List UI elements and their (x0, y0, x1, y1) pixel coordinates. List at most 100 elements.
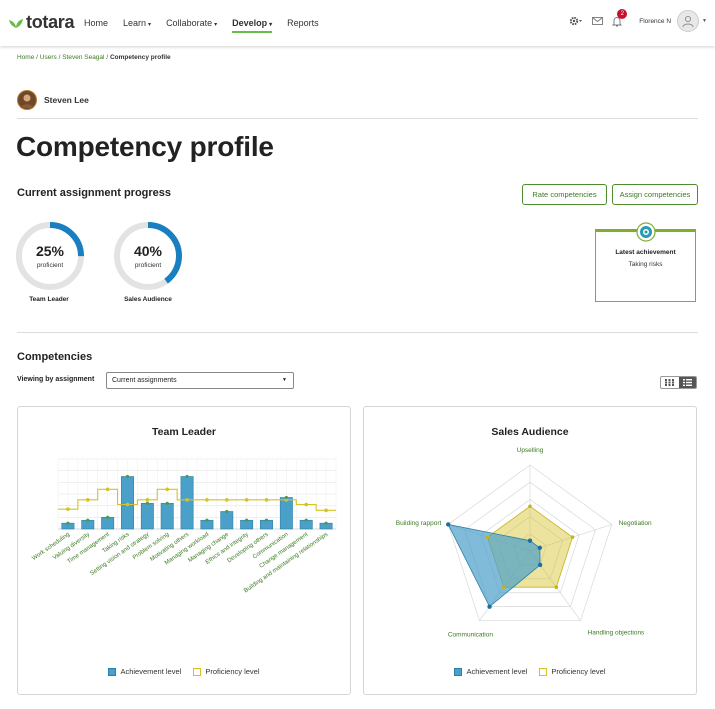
proficiency-point[interactable] (284, 498, 289, 502)
proficiency-point[interactable] (244, 498, 249, 502)
breadcrumb-users[interactable]: Users (39, 54, 57, 61)
assignment-select[interactable]: Current assignments ▼ (106, 372, 294, 389)
breadcrumb-user[interactable]: Steven Seagal (62, 54, 105, 61)
proficiency-point[interactable] (125, 502, 130, 507)
divider (17, 332, 698, 333)
bar[interactable] (180, 476, 194, 530)
achievement-point[interactable] (537, 545, 543, 551)
chart-legend: Achievement level Proficiency level (18, 667, 350, 676)
nav-item-home[interactable]: Home (84, 18, 109, 28)
achievement-point[interactable] (145, 501, 149, 505)
proficiency-point[interactable] (205, 498, 209, 502)
axis-label: Negotiation (619, 520, 652, 527)
radar-grid (464, 481, 596, 608)
nav-item-learn[interactable]: Learn ▾ (123, 18, 152, 28)
legend-proficiency[interactable]: Proficiency level (193, 667, 260, 676)
envelope-icon[interactable] (592, 17, 604, 25)
chart-legend: Achievement level Proficiency level (364, 667, 696, 676)
achievement-point[interactable] (205, 518, 209, 522)
achievement-point[interactable] (446, 522, 451, 527)
proficiency-point[interactable] (264, 498, 269, 502)
proficiency-point[interactable] (66, 507, 70, 511)
ring-sub: proficient (134, 262, 162, 269)
progress-ring-sales-audience[interactable]: 40% proficient (113, 221, 183, 291)
achievement-point[interactable] (185, 474, 189, 479)
list-icon (682, 379, 692, 386)
totara-logo[interactable]: totara (8, 12, 75, 33)
proficiency-point[interactable] (304, 502, 309, 507)
proficiency-point[interactable] (528, 504, 532, 509)
list-view-button[interactable] (678, 377, 696, 388)
proficiency-point[interactable] (554, 585, 559, 589)
nav-item-reports[interactable]: Reports (287, 18, 319, 28)
proficiency-point[interactable] (224, 498, 229, 502)
achievement-point[interactable] (264, 518, 269, 522)
legend-proficiency[interactable]: Proficiency level (539, 667, 606, 676)
user-icon (682, 15, 694, 28)
achievement-point[interactable] (527, 538, 533, 543)
page-title: Competency profile (16, 131, 274, 162)
achievement-point[interactable] (324, 521, 328, 525)
achievement-point[interactable] (245, 518, 249, 522)
proficiency-point[interactable] (185, 498, 189, 502)
breadcrumb-current: Competency profile (109, 54, 171, 61)
achievement-point[interactable] (304, 518, 308, 522)
ring-label-team-leader: Team Leader (29, 296, 69, 303)
proficiency-point[interactable] (85, 498, 90, 502)
achievement-point[interactable] (125, 474, 130, 479)
proficiency-point[interactable] (485, 535, 490, 539)
rate-competencies-button[interactable]: Rate competencies (522, 184, 607, 205)
bell-icon[interactable]: 2 (612, 8, 628, 27)
user-avatar[interactable] (17, 90, 37, 110)
nav-item-collaborate[interactable]: Collaborate ▾ (166, 18, 218, 28)
divider (17, 118, 698, 119)
achievement-point[interactable] (537, 562, 543, 568)
ring-label-sales-audience: Sales Audience (124, 296, 172, 303)
proficiency-point[interactable] (501, 585, 506, 589)
chevron-down-icon: ▾ (214, 22, 218, 28)
legend-achievement[interactable]: Achievement level (454, 667, 527, 676)
grid-view-button[interactable] (661, 377, 679, 388)
ring-sub: proficient (36, 262, 64, 269)
breadcrumb-home[interactable]: Home (17, 54, 35, 61)
chevron-down-icon: ▼ (282, 377, 287, 383)
bar[interactable] (160, 503, 174, 530)
gear-icon[interactable] (569, 16, 583, 26)
achievement-point[interactable] (106, 515, 110, 519)
achievement-point[interactable] (66, 521, 70, 525)
achievement-point[interactable] (165, 501, 169, 505)
achievement-point[interactable] (225, 509, 229, 514)
viewing-label: Viewing by assignment (17, 376, 95, 383)
ring-progress (114, 222, 182, 290)
main-menu: Home Learn ▾ Collaborate ▾ Develop ▾ Reports (84, 0, 334, 46)
team-leader-chart-card: Team Leader Work scheduling Valuing diver… (17, 406, 351, 695)
achievement-point[interactable] (487, 604, 492, 609)
bar[interactable] (101, 517, 115, 530)
axis-label: Building rapport (396, 520, 442, 527)
achievement-point[interactable] (284, 495, 288, 500)
proficiency-point[interactable] (145, 498, 150, 502)
logo-text: totara (26, 12, 75, 32)
legend-achievement[interactable]: Achievement level (108, 667, 181, 676)
bar[interactable] (140, 503, 154, 530)
leaf-icon (9, 18, 23, 28)
bar[interactable] (279, 497, 293, 530)
proficiency-point[interactable] (165, 487, 170, 492)
proficiency-point[interactable] (324, 508, 328, 513)
chevron-down-icon[interactable]: ▼ (702, 18, 707, 24)
progress-heading: Current assignment progress (17, 187, 172, 199)
ring-percent: 25% (35, 243, 65, 259)
proficiency-line (58, 488, 336, 511)
avatar[interactable] (677, 10, 700, 32)
bar[interactable] (220, 511, 234, 530)
progress-ring-team-leader[interactable]: 25% proficient (15, 221, 85, 291)
username[interactable]: Florence N (639, 17, 672, 25)
axis-label: Upselling (517, 447, 544, 454)
user-name: Steven Lee (44, 95, 89, 105)
proficiency-point[interactable] (105, 487, 110, 492)
notification-badge: 2 (617, 8, 628, 19)
assign-competencies-button[interactable]: Assign competencies (612, 184, 698, 205)
achievement-point[interactable] (86, 518, 90, 522)
nav-item-develop[interactable]: Develop ▾ (232, 0, 273, 46)
proficiency-point[interactable] (570, 535, 575, 539)
